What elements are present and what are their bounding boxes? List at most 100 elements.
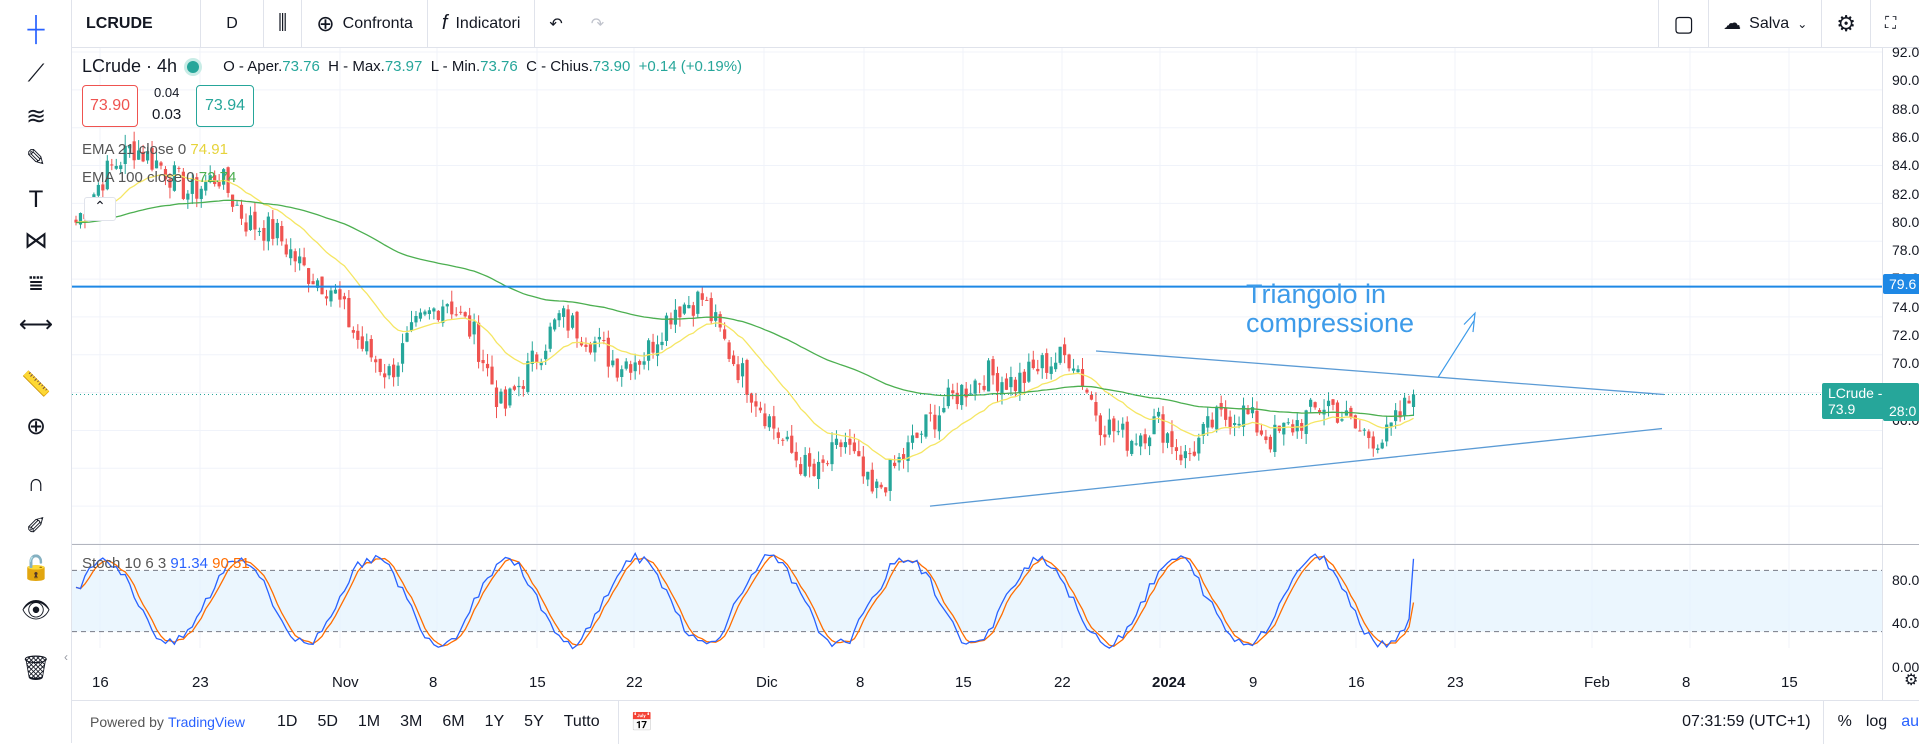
candle-body: [910, 435, 915, 443]
undo-button[interactable]: ↶: [535, 0, 576, 48]
candle-body: [239, 204, 244, 219]
ema100-label: EMA 100 close 0: [82, 169, 195, 186]
price-axis-label: 74.00: [1892, 298, 1919, 315]
interval-button[interactable]: D: [226, 14, 238, 32]
range-button[interactable]: Tutto: [563, 713, 600, 730]
candle-body: [1121, 423, 1125, 430]
upper-trendline: [1095, 350, 1665, 396]
fullscreen-button[interactable]: ⛶: [1871, 0, 1919, 48]
axis-settings-gear-icon[interactable]: ⚙: [1904, 672, 1919, 689]
candle-body: [320, 276, 324, 295]
text-tool-icon[interactable]: T: [28, 186, 44, 213]
goto-date-icon[interactable]: 📅: [630, 711, 654, 732]
candle-body: [816, 461, 821, 480]
candle-body: [642, 361, 646, 365]
candle-body: [848, 438, 852, 445]
candle-body: [1049, 366, 1053, 374]
measure-arrows-icon[interactable]: ⟷: [18, 310, 54, 338]
pattern-tool-icon[interactable]: ⋈: [24, 226, 48, 254]
candle-body: [1224, 407, 1228, 420]
range-button[interactable]: 6M: [442, 713, 465, 730]
zoom-icon[interactable]: ⊕: [25, 412, 47, 440]
candle-body: [266, 216, 270, 242]
candle-body: [195, 177, 199, 199]
indicators-button[interactable]: f Indicatori: [428, 0, 534, 48]
time-axis-label: Dic: [756, 674, 778, 691]
stoch-legend: Stoch 10 6 3 91.34 90.51: [82, 555, 250, 572]
candle-body: [620, 369, 624, 377]
gear-icon: ⚙: [1836, 10, 1856, 36]
open-label: O - Aper.: [223, 58, 283, 75]
lock-drawing-icon[interactable]: ✐: [25, 512, 47, 540]
divider: [1822, 700, 1824, 744]
log-toggle[interactable]: log: [1865, 713, 1888, 730]
candle-body: [311, 281, 315, 285]
candle-body: [669, 318, 673, 325]
range-button[interactable]: 5Y: [524, 713, 544, 730]
triangle-annotation[interactable]: Triangolo in compressione: [1246, 280, 1414, 338]
square-icon: ▢: [1673, 10, 1695, 36]
chart-canvas[interactable]: [72, 48, 1882, 700]
candle-body: [181, 171, 185, 199]
ruler-icon[interactable]: 📏: [21, 370, 51, 398]
candle-body: [145, 151, 150, 161]
stoch-axis-label: 40.00: [1892, 615, 1919, 631]
market-status-icon: [187, 60, 200, 73]
candle-body: [383, 373, 387, 378]
candle-body: [526, 361, 530, 392]
collapse-legend-button[interactable]: ⌃: [84, 197, 116, 221]
compare-button[interactable]: ⊕ Confronta: [302, 0, 427, 48]
stoch-label: Stoch 10 6 3: [82, 555, 167, 572]
candle-body: [924, 414, 928, 437]
trend-line-icon[interactable]: ⟋: [27, 60, 45, 87]
candle-body: [1210, 419, 1214, 428]
auto-toggle[interactable]: au: [1901, 713, 1919, 730]
candle-body: [611, 360, 615, 366]
candle-body: [624, 361, 628, 369]
annotation-line-1: Triangolo in: [1246, 279, 1387, 309]
range-button[interactable]: 1Y: [484, 713, 505, 730]
unlock-icon[interactable]: 🔓: [21, 554, 51, 582]
brush-icon[interactable]: ✎: [25, 144, 47, 172]
redo-button[interactable]: ↷: [577, 0, 618, 48]
candle-body: [709, 298, 713, 322]
clock-time[interactable]: 07:31:59 (UTC+1): [1682, 713, 1811, 730]
prediction-tool-icon[interactable]: ⩸: [28, 270, 44, 297]
time-axis-label: 8: [429, 674, 438, 691]
crosshair-icon[interactable]: ┼: [27, 16, 45, 43]
candle-body: [307, 268, 311, 284]
candle-body: [450, 301, 454, 315]
save-button[interactable]: ☁ Salva ⌄: [1709, 0, 1821, 48]
candle-body: [539, 362, 543, 366]
eye-icon[interactable]: 👁: [20, 596, 52, 624]
range-button[interactable]: 3M: [400, 713, 423, 730]
range-button[interactable]: 1D: [276, 713, 298, 730]
range-button[interactable]: 1M: [357, 713, 381, 730]
settings-button[interactable]: ⚙: [1822, 0, 1870, 48]
symbol-search-button[interactable]: LCRUDE: [86, 14, 153, 32]
candle-body: [655, 344, 660, 356]
candle-body: [1036, 368, 1040, 372]
candle-body: [262, 227, 266, 241]
candle-body: [204, 181, 208, 191]
fib-tool-icon[interactable]: ≋: [25, 102, 47, 130]
range-button[interactable]: 5D: [317, 713, 338, 730]
percent-toggle[interactable]: %: [1837, 713, 1852, 730]
magnet-icon[interactable]: ∩: [27, 470, 45, 497]
candle-body: [1183, 451, 1187, 459]
price-axis-label: 70.00: [1892, 355, 1919, 372]
ema21-legend: EMA 21 close 0 74.91: [82, 141, 228, 158]
collapse-left-icon[interactable]: ‹: [64, 650, 68, 664]
candle-body: [432, 308, 436, 312]
stoch-band: [72, 570, 1882, 632]
chart-type-button[interactable]: ⫼: [264, 0, 301, 48]
layout-button[interactable]: ▢: [1659, 0, 1708, 48]
candle-body: [579, 341, 584, 346]
pane-separator[interactable]: [72, 544, 1919, 545]
buy-price-button[interactable]: 73.94: [196, 85, 254, 127]
sell-price-button[interactable]: 73.90: [82, 85, 138, 127]
candle-body: [119, 165, 123, 170]
trash-icon[interactable]: 🗑: [20, 654, 52, 682]
tradingview-link[interactable]: TradingView: [167, 714, 245, 730]
candle-body: [978, 383, 982, 385]
